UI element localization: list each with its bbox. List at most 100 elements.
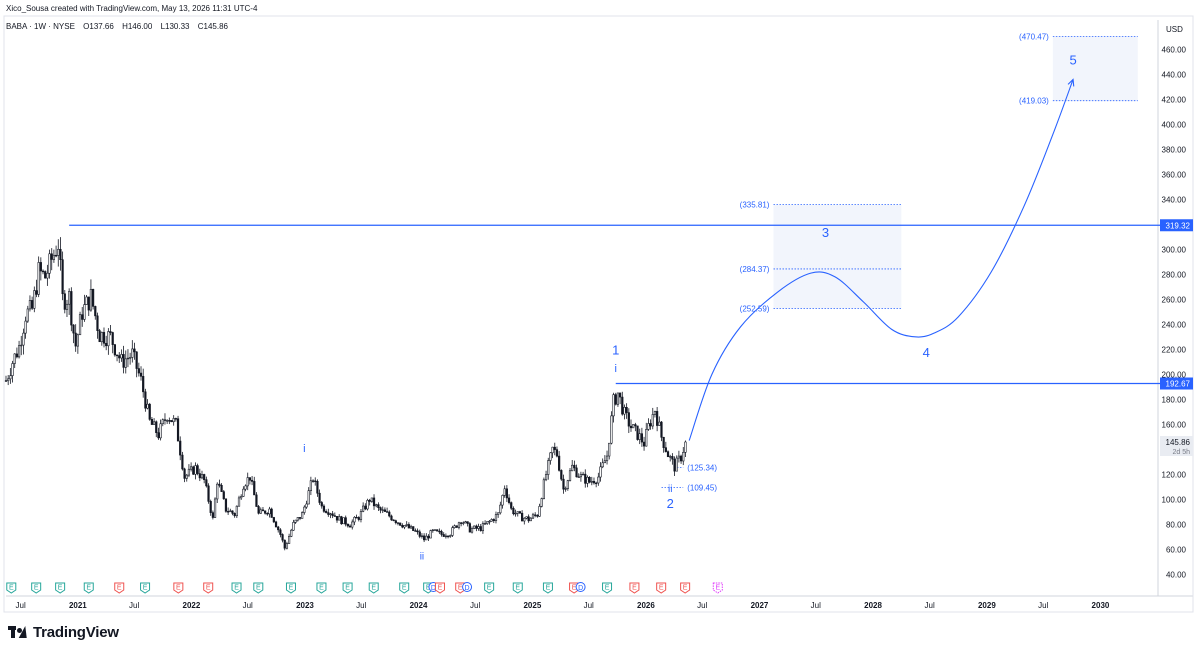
target-level-label: (284.37) [740,265,770,274]
event-marker[interactable]: E [83,582,94,594]
event-marker[interactable]: E [285,582,296,594]
ohlc-open: O137.66 [83,22,114,31]
event-marker[interactable]: E [629,582,640,594]
candle-body [13,353,16,364]
event-marker[interactable]: E [656,582,667,594]
candle-body [353,516,356,523]
event-marker[interactable]: E [434,582,445,594]
candle-body [122,354,125,368]
candle-body [144,391,147,409]
candle [122,345,125,374]
y-tick-label: 440.00 [1162,70,1187,79]
candle [320,501,323,509]
last-price-countdown: 2d 5h [1172,449,1190,456]
candle [616,392,620,407]
candle-body [220,485,223,492]
candle [666,450,670,458]
event-marker[interactable]: E [203,582,214,594]
earnings-letter: E [715,585,720,592]
candle-body [170,420,173,423]
candle [682,447,685,466]
tradingview-logo[interactable]: TradingView [8,624,119,641]
candle [388,510,391,518]
candle [440,529,443,537]
candle-body [161,419,164,425]
candle [253,476,256,496]
candle [590,476,593,486]
event-marker[interactable]: E [368,582,379,594]
candle-body [566,480,569,489]
event-marker[interactable]: E [399,582,410,594]
event-marker[interactable]: E [484,582,495,594]
candle-body [492,519,495,522]
event-marker[interactable]: E [680,582,691,594]
candle [255,492,258,507]
candle-group [4,237,687,551]
event-marker[interactable]: E [173,582,184,594]
candle [333,512,336,517]
event-marker[interactable]: E [316,582,327,594]
candle-body [525,516,528,519]
event-marker[interactable]: E [712,582,723,594]
candle-body [375,504,378,507]
candle-body [403,525,406,528]
candle-body [407,524,410,529]
candle [638,428,641,445]
candle-body [41,270,45,273]
x-tick-label: 2021 [69,601,87,610]
event-marker[interactable]: D [575,582,586,592]
candle-body [449,535,452,537]
candle-body [355,516,358,519]
candle [486,521,489,525]
earnings-icon [629,582,640,594]
candle [381,506,384,514]
earnings-letter: E [458,585,463,592]
event-marker[interactable]: E [253,582,264,594]
candle-body [131,348,134,358]
candle [684,440,687,457]
event-marker[interactable]: E [231,582,242,594]
candle [420,533,424,539]
price-level-label: 319.32 [1166,221,1191,230]
event-marker[interactable]: E [55,582,66,594]
candle-body [46,272,49,279]
candle-body [560,470,563,480]
candle-body [581,473,585,476]
event-marker[interactable]: E [114,582,125,594]
candle-body [194,465,197,475]
earnings-icon [285,582,296,594]
event-marker[interactable]: E [512,582,523,594]
candle-body [573,464,576,469]
candle [351,519,354,530]
candle-body [503,488,506,496]
earnings-icon [712,582,723,594]
candle [603,455,606,464]
event-marker[interactable]: D [462,582,473,592]
candle [118,352,121,364]
candle-body [107,331,110,347]
candle-body [329,513,332,515]
candle [449,534,452,538]
candle-body [33,290,36,309]
candle-body [31,300,34,309]
candle-body [292,522,295,531]
candle [81,306,84,327]
event-marker[interactable]: E [602,582,613,594]
candle-body [81,314,84,320]
candle [427,534,430,541]
candle-body [196,465,199,474]
event-marker[interactable]: E [140,582,151,594]
earnings-icon [114,582,125,594]
event-marker[interactable]: E [342,582,353,594]
candle [433,529,437,531]
candle [242,486,245,497]
candle [264,510,267,515]
candle [105,335,108,351]
earnings-letter: E [234,585,239,592]
event-marker[interactable]: E [542,582,553,594]
event-marker[interactable]: E [6,582,17,594]
event-marker[interactable]: E [31,582,42,594]
candle-body [57,248,60,256]
